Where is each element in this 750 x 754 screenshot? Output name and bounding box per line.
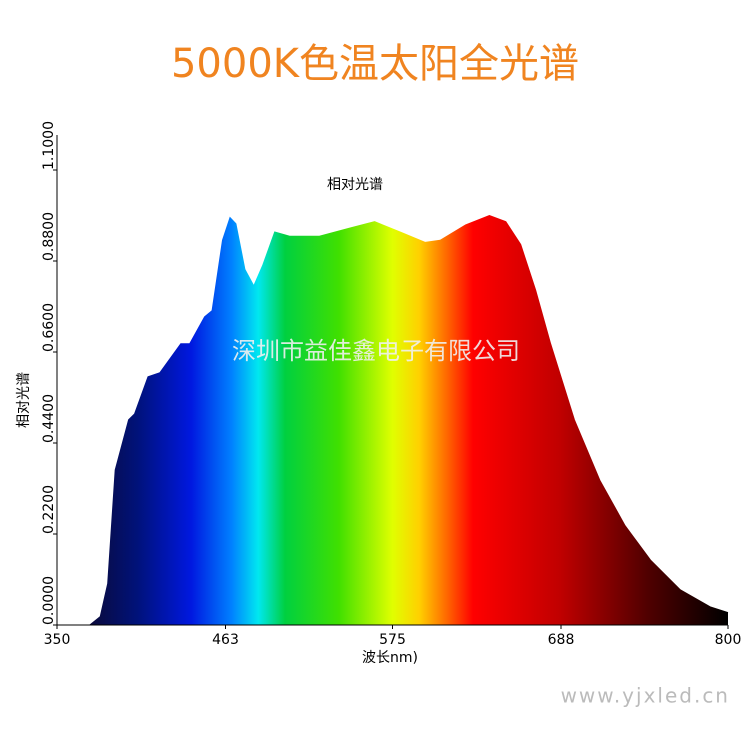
spectrum-fill — [89, 215, 729, 625]
chart-subtitle: 相对光谱 — [327, 177, 383, 193]
y-tick-label: 1.1000 — [41, 121, 57, 170]
x-axis-label: 波长nm) — [362, 650, 418, 666]
x-tick-label: 688 — [548, 632, 575, 648]
y-tick-label: 0.4400 — [41, 394, 57, 443]
spectrum-line — [89, 214, 729, 626]
y-tick-label: 0.0000 — [41, 576, 57, 625]
y-tick-label: 0.8800 — [41, 212, 57, 261]
x-tick-label: 800 — [715, 632, 742, 648]
y-tick-label: 0.6600 — [41, 303, 57, 352]
y-axis-label: 相对光谱 — [16, 372, 32, 428]
y-tick-label: 0.2200 — [41, 485, 57, 534]
footer-url: www.yjxled.cn — [561, 684, 730, 708]
x-tick-label: 575 — [379, 632, 406, 648]
watermark: 深圳市益佳鑫电子有限公司 — [232, 337, 520, 365]
x-tick-label: 350 — [44, 632, 71, 648]
x-tick-label: 463 — [212, 632, 239, 648]
chart-title: 5000K色温太阳全光谱 — [171, 41, 579, 87]
